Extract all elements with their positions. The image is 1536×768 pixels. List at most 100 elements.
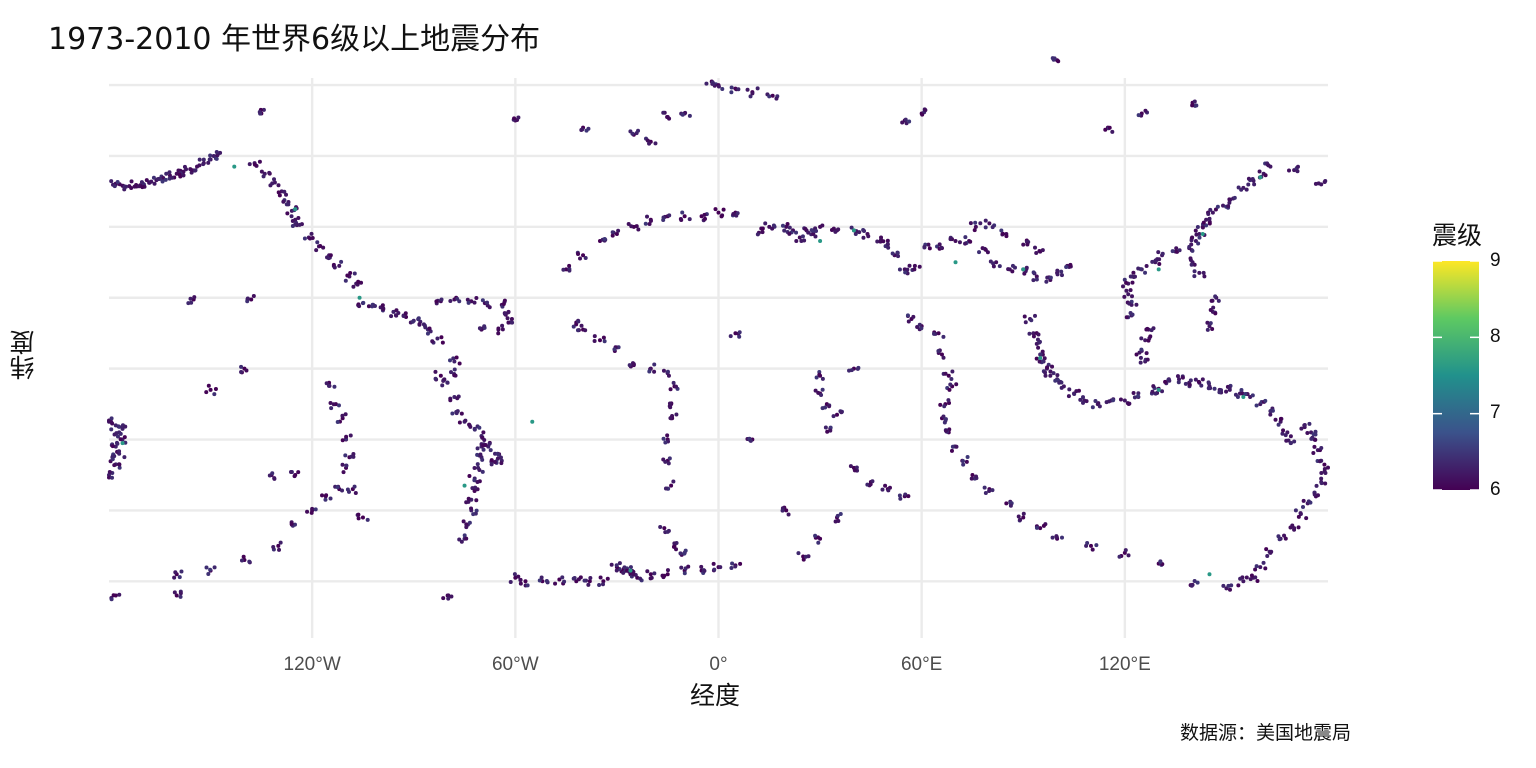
earthquake-point	[438, 373, 443, 378]
earthquake-point	[983, 218, 988, 223]
earthquake-point	[780, 223, 785, 228]
earthquake-point	[1195, 580, 1200, 585]
earthquake-point	[990, 488, 995, 493]
earthquake-point	[328, 253, 333, 258]
earthquake-point	[1067, 387, 1072, 392]
earthquake-point	[181, 173, 186, 178]
earthquake-point	[462, 483, 467, 488]
earthquake-point	[1145, 357, 1150, 362]
earthquake-point	[1189, 583, 1194, 588]
earthquake-point	[839, 410, 844, 415]
earthquake-point	[917, 264, 922, 269]
earthquake-point	[729, 566, 734, 571]
earthquake-point	[1192, 274, 1197, 279]
earthquake-point	[1085, 541, 1090, 546]
earthquake-point	[417, 322, 422, 327]
earthquake-point	[309, 231, 314, 236]
earthquake-point	[946, 398, 951, 403]
earthquake-point	[318, 244, 323, 249]
earthquake-point	[335, 419, 340, 424]
earthquake-point	[991, 261, 996, 266]
earthquake-point	[213, 387, 218, 392]
earthquake-point	[544, 578, 549, 583]
earthquake-point	[665, 433, 670, 438]
earthquake-point	[201, 157, 206, 162]
earthquake-point	[828, 425, 833, 430]
earthquake-point	[1096, 401, 1101, 406]
earthquake-point	[353, 491, 358, 496]
earthquake-point	[1295, 164, 1300, 169]
earthquake-point	[197, 163, 202, 168]
earthquake-point	[1311, 450, 1316, 455]
earthquake-point	[719, 214, 724, 219]
earthquake-point	[907, 263, 912, 268]
earthquake-point	[290, 224, 295, 229]
earthquake-point	[276, 190, 281, 195]
earthquake-point	[643, 221, 648, 226]
earthquake-point	[1221, 203, 1226, 208]
earthquake-point	[1051, 371, 1056, 376]
earthquake-point	[1057, 380, 1062, 385]
earthquake-point	[120, 441, 125, 446]
earthquake-point	[475, 462, 480, 467]
earthquake-point	[208, 387, 213, 392]
earthquake-point	[1293, 508, 1298, 513]
earthquake-point	[481, 447, 486, 452]
earthquake-point	[487, 441, 492, 446]
earthquake-point	[866, 234, 871, 239]
earthquake-point	[1050, 364, 1055, 369]
earthquake-point	[949, 448, 954, 453]
earthquake-point	[1150, 389, 1155, 394]
earthquake-point	[939, 352, 944, 357]
earthquake-point	[605, 576, 610, 581]
earthquake-point	[917, 322, 922, 327]
earthquake-point	[241, 554, 246, 559]
earthquake-point	[1148, 334, 1153, 339]
earthquake-point	[464, 500, 469, 505]
earthquake-point	[326, 383, 331, 388]
earthquake-point	[1094, 543, 1099, 548]
earthquake-point	[1128, 274, 1133, 279]
earthquake-point	[1041, 523, 1046, 528]
earthquake-point	[1080, 395, 1085, 400]
earthquake-point	[880, 487, 885, 492]
earthquake-point	[973, 224, 978, 229]
earthquake-point	[151, 175, 156, 180]
earthquake-point	[1122, 398, 1127, 403]
earthquake-point	[337, 263, 342, 268]
earthquake-point	[1269, 549, 1274, 554]
earthquake-point	[1090, 405, 1095, 410]
earthquake-point	[666, 373, 671, 378]
earthquake-point	[117, 424, 122, 429]
earthquake-point	[950, 444, 955, 449]
earthquake-point	[172, 575, 177, 580]
earthquake-point	[868, 482, 873, 487]
earthquake-point	[455, 296, 460, 301]
earthquake-point	[118, 437, 123, 442]
earthquake-point	[1207, 221, 1212, 226]
earthquake-point	[1084, 399, 1089, 404]
earthquake-point	[1248, 577, 1253, 582]
earthquake-point	[1268, 412, 1273, 417]
earthquake-point	[713, 207, 718, 212]
earthquake-point	[313, 507, 318, 512]
earthquake-point	[343, 412, 348, 417]
earthquake-point	[396, 311, 401, 316]
earthquake-point	[1216, 298, 1221, 303]
earthquake-point	[472, 489, 477, 494]
earthquake-point	[652, 362, 657, 367]
earthquake-point	[669, 483, 674, 488]
earthquake-point	[1128, 288, 1133, 293]
earthquake-point	[1167, 378, 1172, 383]
earthquake-point	[923, 108, 928, 113]
earthquake-point	[602, 339, 607, 344]
earthquake-point	[1037, 248, 1042, 253]
earthquake-point	[452, 373, 457, 378]
earthquake-point	[1068, 262, 1073, 267]
earthquake-point	[1078, 397, 1083, 402]
earthquake-point	[278, 540, 283, 545]
earthquake-point	[206, 160, 211, 165]
earthquake-point	[1000, 231, 1005, 236]
earthquake-point	[178, 594, 183, 599]
earthquake-point	[320, 493, 325, 498]
